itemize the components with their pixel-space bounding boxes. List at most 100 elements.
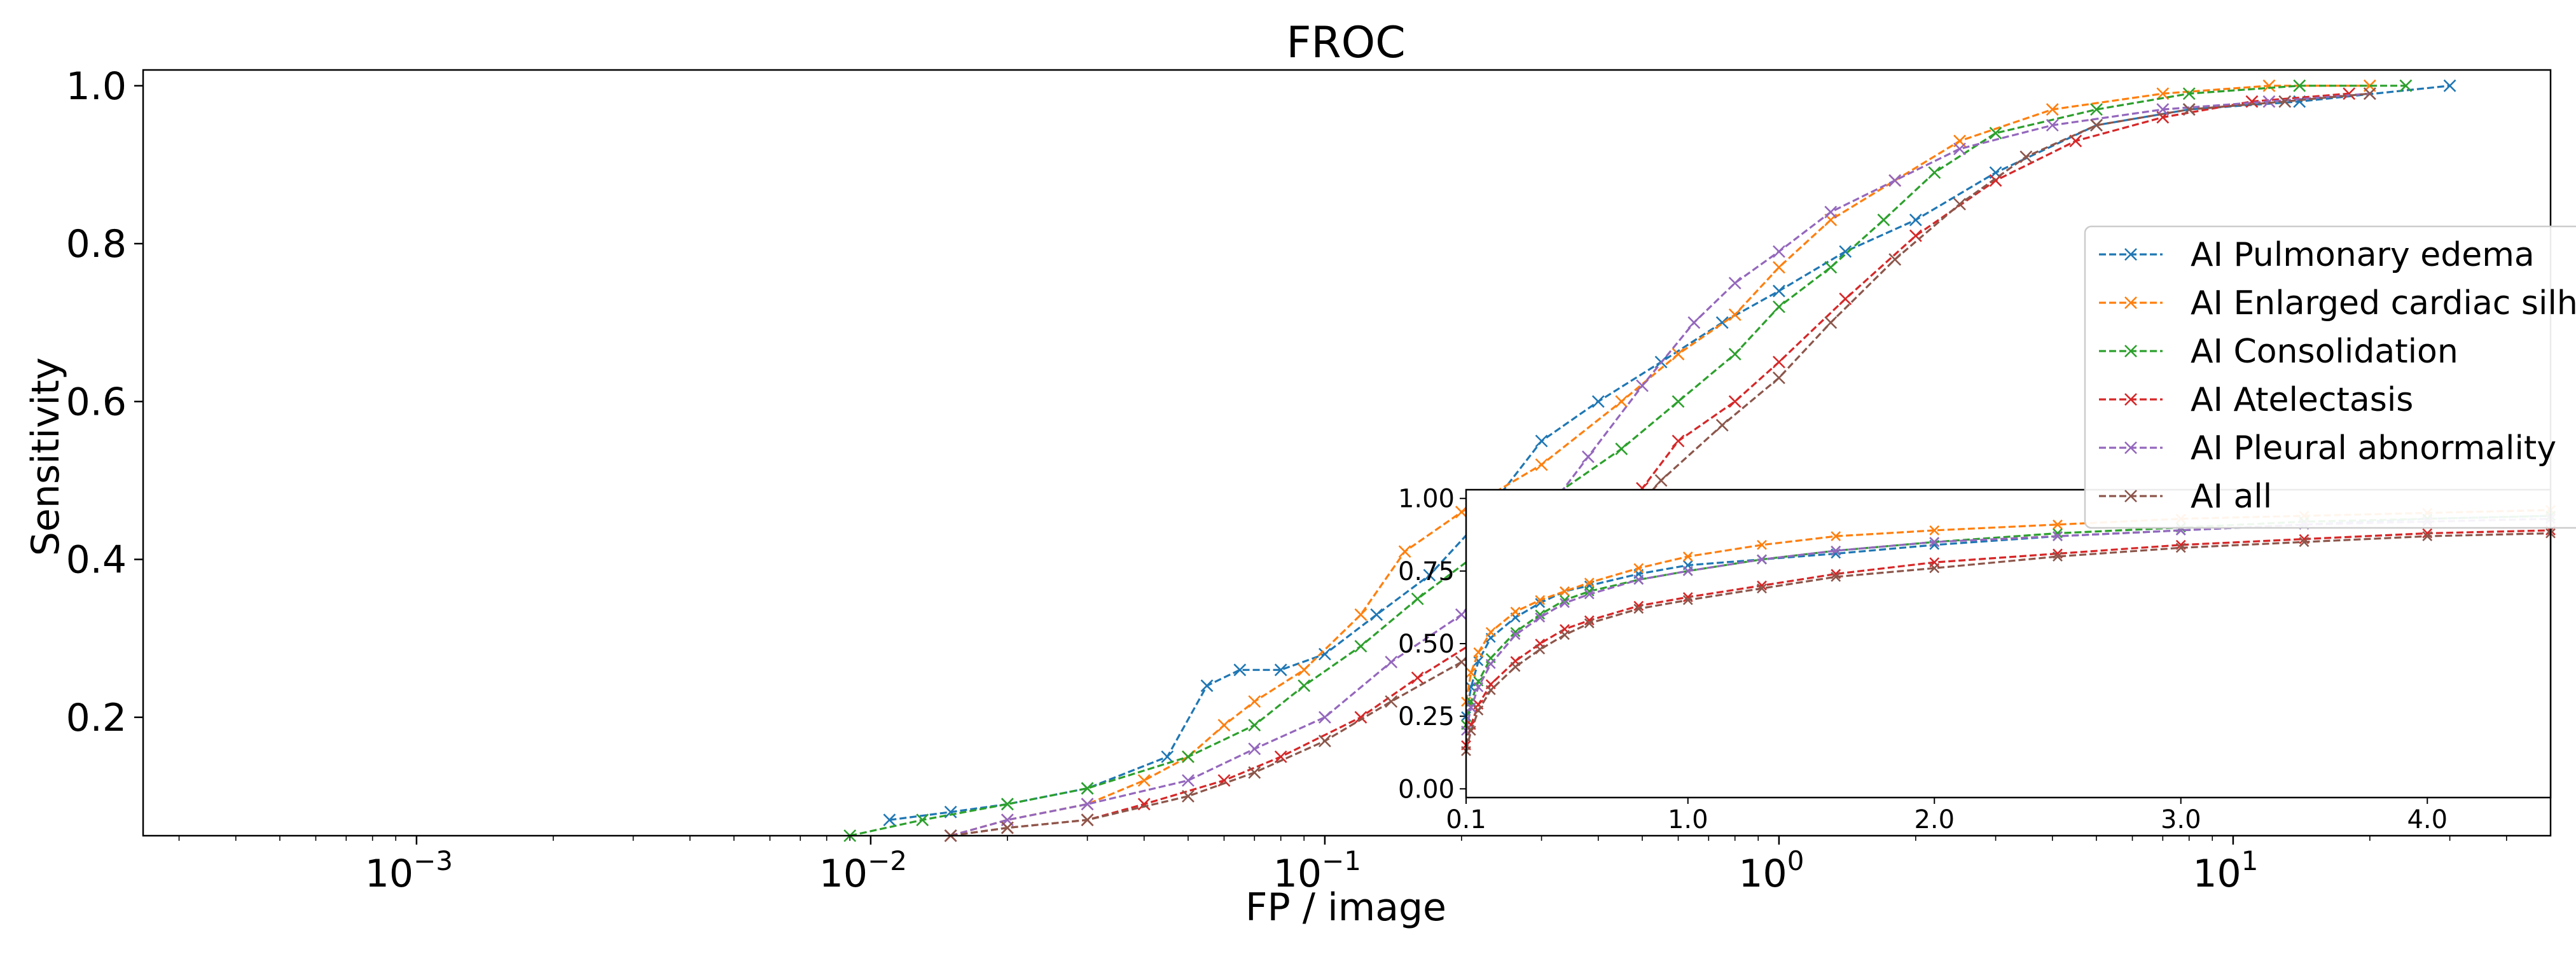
legend-entries: AI Pulmonary edema AI Enlarged cardiac si…: [2099, 236, 2576, 516]
data-point: [944, 805, 957, 819]
data-point: [2293, 79, 2306, 92]
data-point: [1636, 379, 1649, 392]
data-point: [1584, 577, 1595, 588]
data-point: [1354, 608, 1368, 621]
y-tick-label: 1.0: [66, 64, 127, 109]
data-point: [1989, 127, 2002, 140]
data-point: [1888, 252, 1902, 266]
data-point: [1888, 174, 1902, 187]
data-point: [1928, 166, 1941, 179]
data-point: [1654, 474, 1668, 487]
data-point: [1831, 545, 1841, 556]
data-point: [1682, 595, 1693, 605]
data-point: [1535, 612, 1546, 623]
data-point: [1728, 395, 1742, 408]
legend-marker: [2124, 296, 2137, 309]
legend-label: AI Pleural abnormality: [2191, 429, 2556, 467]
data-point: [1081, 782, 1094, 795]
data-point: [1672, 347, 1685, 361]
data-point: [2245, 95, 2259, 108]
data-point: [1248, 719, 1261, 732]
data-point: [2262, 95, 2276, 108]
legend-label: AI all: [2191, 478, 2272, 516]
series-line: [1465, 518, 2551, 731]
data-point: [1161, 750, 1174, 763]
legend-marker: [2124, 393, 2137, 406]
data-point: [1274, 663, 1287, 677]
data-point: [1909, 213, 1922, 226]
inset-background: [1466, 490, 2551, 798]
data-point: [1584, 589, 1595, 600]
data-point: [1137, 774, 1151, 787]
data-point: [1839, 245, 1852, 258]
data-point: [1535, 595, 1546, 605]
data-point: [1385, 656, 1398, 668]
inset-y-tick-label: 0.00: [1398, 775, 1455, 804]
data-point: [2262, 79, 2276, 92]
data-point: [1485, 626, 1496, 637]
data-point: [1831, 572, 1841, 582]
data-point: [1233, 663, 1247, 677]
data-point: [1001, 798, 1014, 811]
data-point: [1560, 595, 1570, 605]
data-point: [1715, 418, 1729, 432]
data-point: [2182, 103, 2196, 116]
data-point: [1274, 750, 1287, 763]
data-point: [1687, 316, 1701, 329]
x-tick-label: 10−1: [1273, 845, 1361, 896]
data-point: [2175, 543, 2186, 553]
x-tick-label: 100: [1738, 845, 1804, 896]
series-line: [889, 85, 2450, 821]
data-point: [1633, 563, 1644, 574]
data-point: [1953, 198, 1966, 211]
legend-marker: [2124, 248, 2137, 261]
data-point: [1473, 647, 1484, 658]
data-point: [2399, 79, 2413, 92]
inset-x-tick-label: 1.0: [1668, 805, 1708, 834]
legend-label: AI Pulmonary edema: [2191, 236, 2535, 274]
inset-y-tick-label: 1.00: [1398, 485, 1455, 514]
data-point: [1485, 659, 1496, 669]
data-point: [1953, 142, 1966, 156]
legend-marker: [2124, 490, 2137, 502]
data-point: [1398, 545, 1411, 558]
data-point: [1772, 245, 1785, 258]
x-tick-label: 10−3: [365, 845, 453, 896]
data-point: [1824, 316, 1838, 329]
data-point: [2422, 531, 2433, 541]
data-point: [1465, 702, 1476, 713]
data-point: [1560, 598, 1570, 608]
legend-box: [2084, 225, 2576, 529]
inset-plot-frame: [1465, 488, 2552, 799]
y-tick-label: 0.4: [66, 538, 127, 583]
y-tick-label: 0.2: [66, 696, 127, 740]
data-point: [1591, 395, 1605, 408]
data-point: [1081, 798, 1094, 811]
data-point: [2156, 103, 2170, 116]
data-point: [1370, 608, 1383, 621]
data-point: [1318, 710, 1331, 724]
data-point: [1535, 434, 1548, 448]
data-point: [2046, 118, 2059, 132]
data-point: [1001, 821, 1014, 834]
data-point: [1318, 735, 1331, 747]
legend-entry: AI Pleural abnormality: [2099, 429, 2556, 467]
data-point: [1839, 293, 1852, 305]
data-point: [2278, 95, 2292, 108]
data-point: [1354, 710, 1368, 724]
data-point: [2046, 103, 2059, 116]
series-line: [1465, 532, 2551, 752]
inset-plot: 0.1 1.0 2.0 3.0 4.0 0.00 0.25 0.50 0.75 1.00: [1398, 485, 2556, 834]
data-point: [1248, 695, 1261, 708]
legend-entry: AI Pulmonary edema: [2099, 236, 2535, 274]
data-point: [1423, 569, 1436, 582]
data-point: [2443, 79, 2456, 92]
data-point: [1535, 644, 1546, 655]
main-axis-ticks: 10−3 10−2 10−1 100 101 0.2 0.4 0.6 0.8 1.0: [66, 64, 2507, 896]
data-point: [1757, 539, 1767, 550]
data-point: [2182, 87, 2196, 100]
series-0: [883, 79, 2456, 827]
inset-x-tick-label: 3.0: [2161, 805, 2201, 834]
data-point: [1535, 609, 1546, 620]
